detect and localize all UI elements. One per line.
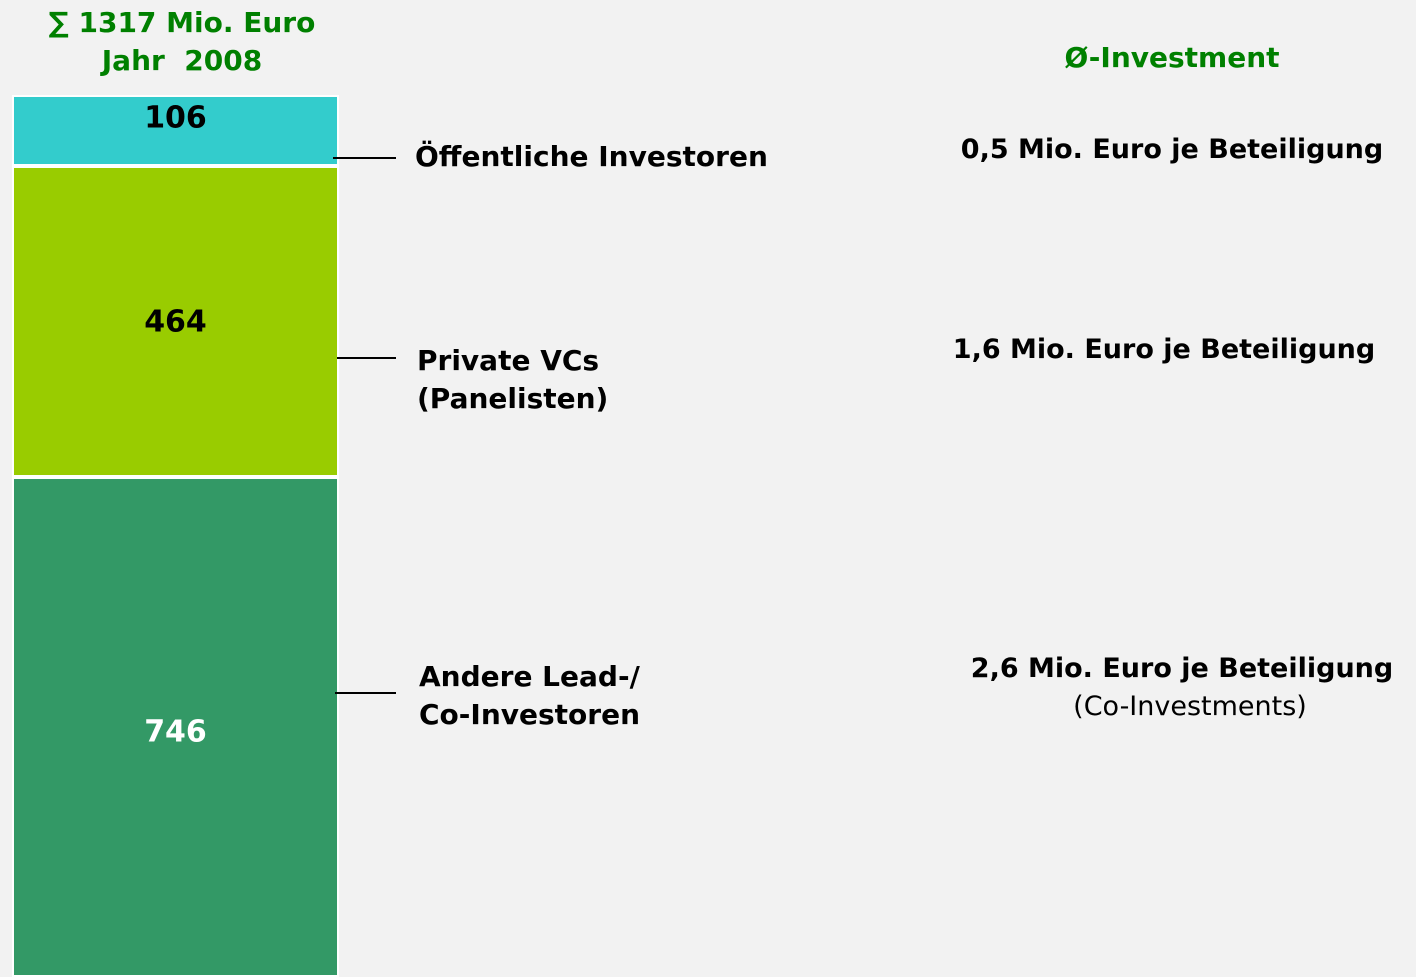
average-note: (Co-Investments) [1073,691,1307,722]
bar-segment [12,477,339,977]
connector-line [337,357,396,359]
series-label: Private VCs (Panelisten) [417,344,609,415]
connector-line [333,157,396,159]
bar-segment [12,95,339,167]
series-label: Öffentliche Investoren [415,140,768,173]
value-label: 746 [144,714,207,750]
average-header: Ø-Investment [1064,41,1280,74]
chart-title: ∑ 1317 Mio. Euro [48,6,316,39]
value-label: 464 [144,304,207,340]
average-label: 1,6 Mio. Euro je Beteiligung [952,334,1376,365]
connector-line [335,692,396,694]
bar-segment [12,166,339,477]
average-label: 2,6 Mio. Euro je Beteiligung [970,653,1394,684]
value-label: 106 [144,100,207,136]
average-label: 0,5 Mio. Euro je Beteiligung [960,134,1384,165]
chart-subtitle: Jahr 2008 [101,44,263,77]
series-label: Andere Lead-/ Co-Investoren [419,660,641,731]
